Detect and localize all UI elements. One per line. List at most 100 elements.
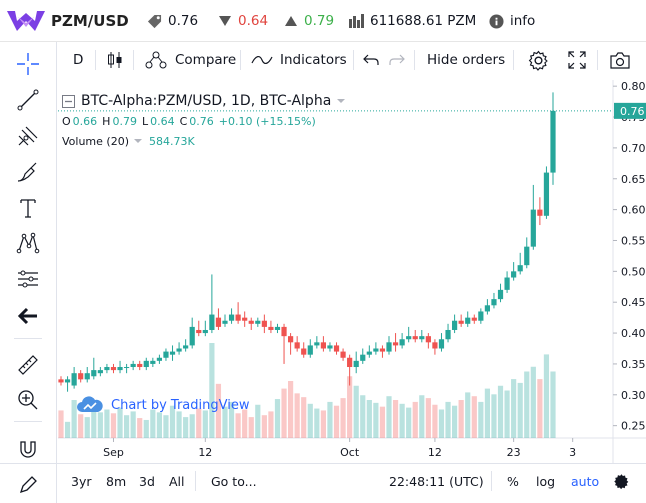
low-label: L: [141, 115, 149, 128]
range-all[interactable]: All: [169, 473, 185, 489]
triangle-up-icon: [285, 16, 297, 26]
volume-stat-value: 611688.61 PZM: [370, 13, 477, 29]
collapse-icon[interactable]: [62, 94, 75, 108]
redo-button[interactable]: [389, 42, 412, 78]
close-label: C: [179, 115, 188, 128]
candle-body: [183, 345, 189, 349]
last-price-value: 0.76: [168, 13, 199, 29]
pencil-lock-icon: [19, 476, 37, 494]
chevron-down-icon[interactable]: [336, 97, 346, 105]
candle-body: [497, 289, 504, 300]
time-axis[interactable]: Sep 12 Oct 12 23 3: [103, 438, 576, 459]
log-toggle[interactable]: log: [536, 473, 556, 489]
candle-body: [222, 320, 228, 324]
prediction-tool[interactable]: [12, 264, 44, 294]
candle-body: [491, 299, 497, 306]
volume-bar: [465, 392, 471, 438]
price-chart[interactable]: 0.800.750.700.650.600.550.500.450.400.35…: [58, 80, 646, 463]
candle-body: [412, 336, 418, 340]
redo-icon: [389, 54, 405, 65]
volume-bar: [471, 396, 477, 438]
volume-bar: [314, 408, 320, 438]
undo-button[interactable]: [363, 42, 386, 78]
volume-bar: [307, 403, 313, 438]
tag-icon: [147, 14, 162, 28]
info-link[interactable]: info: [489, 0, 535, 42]
magnet-tool[interactable]: [12, 434, 44, 464]
fullscreen-icon: [568, 51, 586, 69]
range-3d[interactable]: 3d: [139, 473, 155, 489]
brush-tool[interactable]: [12, 157, 44, 187]
hide-orders-button[interactable]: Hide orders: [427, 52, 506, 68]
volume-bar: [130, 411, 136, 438]
lock-drawings-tool[interactable]: [12, 470, 44, 500]
auto-toggle[interactable]: auto: [571, 473, 600, 489]
indicators-button[interactable]: Indicators: [251, 42, 347, 78]
candle-body: [110, 367, 117, 371]
volume-bar: [320, 410, 326, 438]
volume-indicator-label: Volume (20): [62, 134, 129, 148]
text-tool[interactable]: [12, 193, 44, 223]
volume-bar: [58, 410, 64, 438]
candle-body: [64, 379, 71, 383]
candle-body: [84, 373, 90, 380]
pair-title: PZM/USD: [51, 12, 129, 30]
tradingview-watermark[interactable]: Chart by TradingView: [76, 396, 249, 414]
volume-bar: [183, 417, 189, 438]
pattern-tool[interactable]: [12, 228, 44, 258]
interval-button[interactable]: D: [73, 52, 84, 68]
volume-bar: [373, 402, 379, 438]
pitchfork-tool[interactable]: [12, 121, 44, 151]
compare-button[interactable]: Compare: [144, 42, 236, 78]
volume-bar: [530, 366, 536, 438]
volume-bar: [478, 401, 484, 438]
candle-body: [235, 314, 241, 321]
arrow-back-tool[interactable]: [12, 301, 44, 331]
zoom-in-tool[interactable]: [12, 385, 44, 415]
range-3yr[interactable]: 3yr: [71, 473, 92, 489]
ruler-icon: [18, 355, 38, 375]
chart-style-button[interactable]: [107, 42, 130, 78]
volume-bar: [288, 381, 294, 438]
percent-toggle[interactable]: %: [507, 473, 519, 489]
settings-button[interactable]: [528, 42, 556, 78]
trend-line-tool[interactable]: [12, 85, 44, 115]
volume-bar: [281, 388, 287, 438]
volume-bar: [379, 406, 386, 438]
snapshot-button[interactable]: [610, 42, 637, 78]
volume-bar: [445, 401, 451, 438]
cloud-logo-icon: [77, 396, 103, 412]
high-value: 0.79: [112, 115, 137, 128]
volume-bar: [235, 413, 241, 438]
volume-bar: [537, 379, 543, 438]
volume-bar: [432, 404, 438, 438]
crosshair-tool[interactable]: [12, 49, 44, 79]
candle-body: [366, 351, 372, 355]
goto-button[interactable]: Go to...: [211, 473, 257, 489]
price-axis[interactable]: 0.800.750.700.650.600.550.500.450.400.35…: [613, 80, 646, 433]
volume-bar: [222, 406, 228, 438]
volume-legend-row: Volume (20) 584.73K: [62, 131, 346, 151]
low-value: 0.64: [150, 115, 175, 128]
candle-body: [228, 314, 235, 321]
chevron-down-icon[interactable]: [133, 137, 143, 145]
chart-settings-button[interactable]: [613, 463, 630, 499]
last-price-badge-label: 0.76: [620, 105, 645, 118]
volume-bar: [484, 388, 490, 438]
gear-icon: [528, 50, 548, 71]
candle-body: [255, 320, 261, 324]
candle-body: [78, 373, 84, 380]
range-8m[interactable]: 8m: [106, 473, 127, 489]
clock-display[interactable]: 22:48:11 (UTC): [389, 473, 484, 489]
fullscreen-button[interactable]: [568, 42, 593, 78]
candle-body: [137, 363, 143, 368]
legend-title-row: BTC-Alpha:PZM/USD, 1D, BTC-Alpha: [62, 90, 346, 112]
volume-indicator-value: 584.73K: [149, 134, 195, 148]
candle-body: [242, 317, 248, 321]
time-tick-label: 3: [569, 446, 576, 459]
candle-body: [248, 320, 254, 324]
measure-tool[interactable]: [12, 350, 44, 380]
volume-bar: [71, 400, 77, 438]
info-icon: [489, 13, 504, 29]
gear-icon: [614, 473, 629, 489]
